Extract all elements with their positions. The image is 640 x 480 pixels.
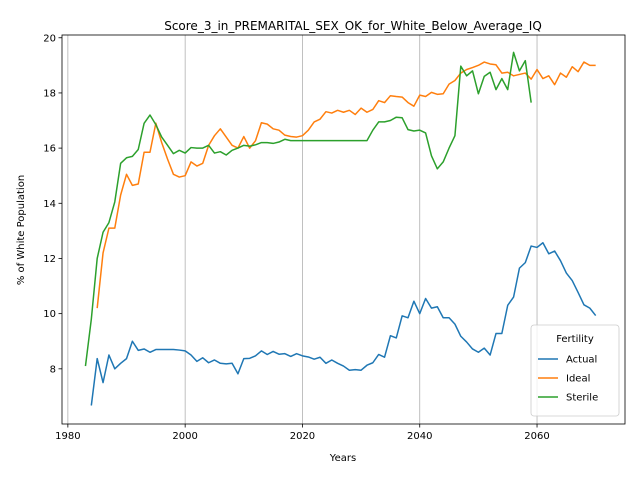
series-line-ideal — [96, 61, 596, 309]
series-lines — [84, 51, 597, 406]
gridlines — [67, 35, 538, 424]
legend-title: Fertility — [556, 334, 594, 345]
chart-title: Score_3_in_PREMARITAL_SEX_OK_for_White_B… — [164, 19, 542, 33]
x-axis-label: Years — [329, 453, 356, 464]
y-axis-ticks: 8 10 12 14 16 18 20 — [43, 33, 62, 375]
x-tick-label: 2040 — [407, 431, 432, 442]
plot-area-frame — [61, 34, 626, 425]
x-tick-label: 2000 — [172, 431, 197, 442]
y-tick-label: 14 — [43, 199, 56, 210]
legend-label-actual: Actual — [566, 355, 597, 366]
legend: Fertility Actual Ideal Sterile — [530, 324, 620, 417]
x-tick-label: 2020 — [290, 431, 315, 442]
y-tick-label: 12 — [43, 254, 56, 265]
legend-label-ideal: Ideal — [566, 374, 590, 385]
y-tick-label: 18 — [43, 88, 56, 99]
y-tick-label: 20 — [43, 33, 56, 44]
y-axis-label: % of White Population — [16, 175, 27, 285]
x-tick-label: 1980 — [55, 431, 80, 442]
y-tick-label: 16 — [43, 144, 56, 155]
y-tick-label: 10 — [43, 309, 56, 320]
series-line-sterile — [84, 51, 532, 367]
legend-frame — [530, 324, 620, 417]
series-line-actual — [90, 241, 597, 406]
legend-entries: Actual Ideal Sterile — [538, 355, 598, 404]
x-axis-ticks: 1980 2000 2020 2040 2060 — [55, 424, 550, 442]
x-tick-label: 2060 — [524, 431, 549, 442]
y-tick-label: 8 — [50, 364, 56, 375]
legend-label-sterile: Sterile — [566, 393, 598, 404]
